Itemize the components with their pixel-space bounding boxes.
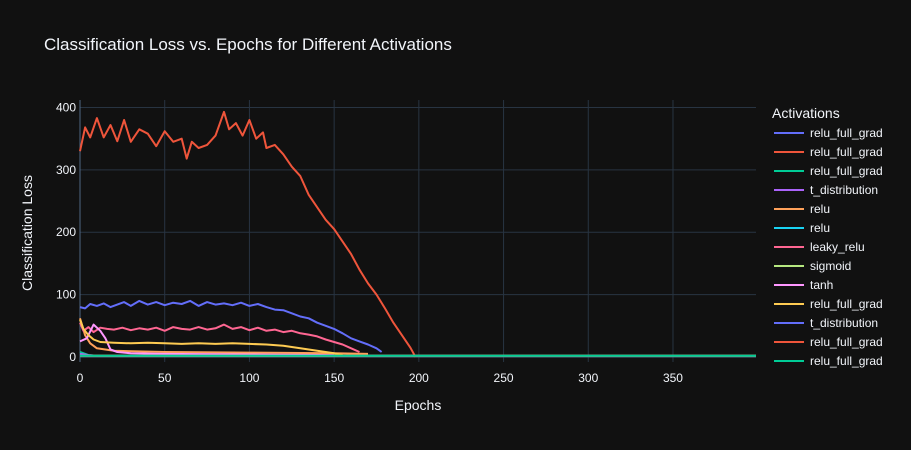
x-tick-label: 100 <box>239 371 259 385</box>
legend-label: relu_full_grad <box>810 297 883 311</box>
legend-item-9[interactable]: relu_full_grad <box>774 297 883 311</box>
series-line-9 <box>79 319 343 357</box>
legend-item-8[interactable]: tanh <box>774 278 833 292</box>
legend-label: t_distribution <box>810 183 878 197</box>
series-line-6 <box>79 322 360 353</box>
legend-item-5[interactable]: relu <box>774 221 830 235</box>
legend-label: relu_full_grad <box>810 145 883 159</box>
chart-title: Classification Loss vs. Epochs for Diffe… <box>44 35 452 54</box>
y-axis-label: Classification Loss <box>19 175 35 291</box>
legend-label: relu <box>810 221 830 235</box>
legend-label: relu_full_grad <box>810 354 883 368</box>
legend-item-0[interactable]: relu_full_grad <box>774 126 883 140</box>
y-tick-labels: 0 100 200 300 400 <box>56 100 76 364</box>
legend-item-3[interactable]: t_distribution <box>774 183 878 197</box>
legend-label: tanh <box>810 278 833 292</box>
legend-item-10[interactable]: t_distribution <box>774 316 878 330</box>
x-tick-label: 250 <box>494 371 514 385</box>
y-tick-label: 100 <box>56 288 76 302</box>
x-tick-label: 200 <box>409 371 429 385</box>
legend-label: relu_full_grad <box>810 164 883 178</box>
legend-item-1[interactable]: relu_full_grad <box>774 145 883 159</box>
series-line-8 <box>79 323 335 357</box>
x-tick-label: 300 <box>578 371 598 385</box>
grid-lines <box>79 100 756 362</box>
y-tick-label: 0 <box>69 350 76 364</box>
y-tick-label: 300 <box>56 163 76 177</box>
x-tick-label: 0 <box>77 371 84 385</box>
legend-item-12[interactable]: relu_full_grad <box>774 354 883 368</box>
x-tick-label: 350 <box>663 371 683 385</box>
series-lines <box>79 110 756 358</box>
legend-item-6[interactable]: leaky_relu <box>774 240 865 254</box>
legend-item-4[interactable]: relu <box>774 202 830 216</box>
legend-label: relu <box>810 202 830 216</box>
x-axis-label: Epochs <box>395 397 442 413</box>
series-line-10 <box>79 299 383 353</box>
x-tick-label: 50 <box>158 371 172 385</box>
x-tick-labels: 0 50 100 150 200 250 300 350 <box>77 371 684 385</box>
legend-label: leaky_relu <box>810 240 865 254</box>
legend-label: sigmoid <box>810 259 851 273</box>
legend-item-2[interactable]: relu_full_grad <box>774 164 883 178</box>
legend-label: relu_full_grad <box>810 335 883 349</box>
legend-item-11[interactable]: relu_full_grad <box>774 335 883 349</box>
legend-label: relu_full_grad <box>810 126 883 140</box>
legend[interactable]: Activations relu_full_grad relu_full_grad… <box>772 105 883 368</box>
legend-item-7[interactable]: sigmoid <box>774 259 851 273</box>
y-tick-label: 200 <box>56 225 76 239</box>
series-line-1 <box>79 110 417 358</box>
legend-label: t_distribution <box>810 316 878 330</box>
legend-title: Activations <box>772 105 840 121</box>
x-tick-label: 150 <box>324 371 344 385</box>
y-tick-label: 400 <box>56 100 76 114</box>
